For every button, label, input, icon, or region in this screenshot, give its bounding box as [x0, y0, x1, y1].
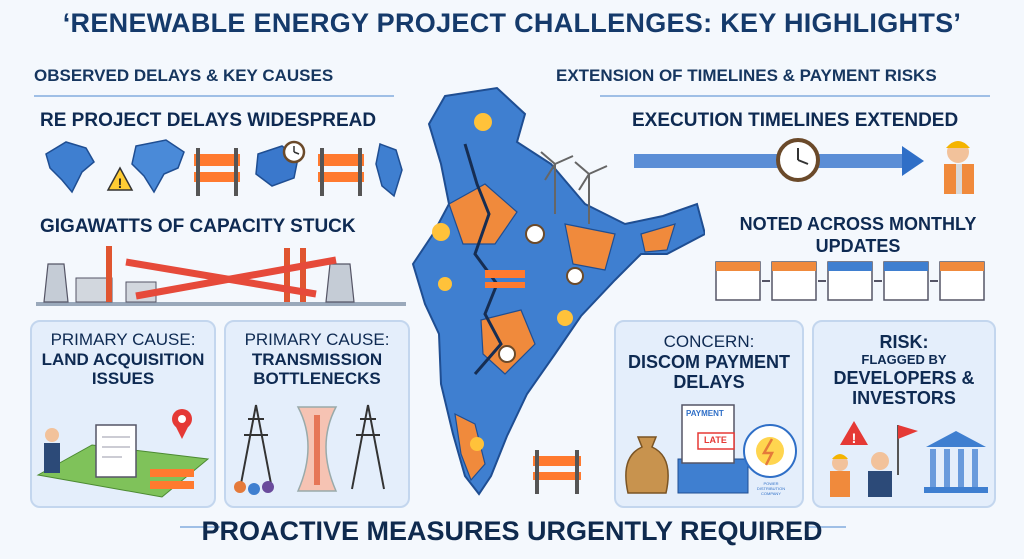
barricade-icon — [485, 270, 525, 288]
sun-icon — [470, 437, 484, 451]
clock-icon — [498, 345, 516, 363]
delays-heading: RE PROJECT DELAYS WIDESPREAD — [40, 110, 377, 131]
barricade-icon — [318, 148, 364, 196]
bottleneck-icon — [296, 405, 338, 492]
document-icon — [95, 423, 137, 478]
investor-icon — [868, 452, 892, 497]
footer-callout: PROACTIVE MEASURES URGENTLY REQUIRED — [201, 516, 823, 546]
location-pin-icon — [172, 408, 192, 439]
sun-icon — [474, 113, 492, 131]
right-divider — [600, 95, 990, 97]
transmission-tower-icon — [239, 404, 273, 489]
mini-map-icon — [45, 141, 95, 194]
flag-icon — [897, 425, 918, 475]
mini-map-icon — [375, 142, 403, 198]
calendar-icon — [715, 261, 761, 301]
risk-label: RISK: — [879, 332, 929, 352]
risk-card: RISK: FLAGGED BY DEVELOPERS & INVESTORS … — [812, 320, 996, 508]
concern-value: DISCOM PAYMENT DELAYS — [627, 351, 791, 393]
footer-rule-right — [806, 526, 846, 528]
warning-icon: ! — [840, 421, 868, 446]
india-map — [405, 84, 705, 514]
concern-card: CONCERN: DISCOM PAYMENT DELAYS PAYMENT L… — [614, 320, 804, 508]
sun-icon — [432, 223, 450, 241]
concern-label: CONCERN: — [663, 332, 755, 351]
late-stamp-icon — [697, 432, 735, 450]
warning-icon: ! — [106, 166, 134, 191]
late-stamp: LATE — [704, 434, 727, 445]
clock-icon — [776, 138, 820, 182]
land-illustration — [36, 408, 210, 498]
transmission-illustration — [234, 404, 385, 495]
right-section-title: EXTENSION OF TIMELINES & PAYMENT RISKS — [556, 66, 937, 85]
power-plant-icon — [43, 246, 113, 303]
transmission-tower-icon — [351, 404, 385, 489]
left-divider — [34, 95, 394, 97]
calendar-icon — [827, 261, 873, 301]
calendar-icon — [771, 261, 817, 301]
left-section-title: OBSERVED DELAYS & KEY CAUSES — [34, 66, 334, 85]
capacity-heading: GIGAWATTS OF CAPACITY STUCK — [40, 216, 356, 237]
payment-doc-label: PAYMENT — [686, 408, 724, 418]
worker-icon — [830, 454, 850, 497]
svg-text:!: ! — [852, 430, 857, 446]
monthly-heading: NOTED ACROSS MONTHLY UPDATES — [739, 214, 977, 256]
sun-icon — [438, 277, 452, 291]
cause-transmission-value: TRANSMISSION BOTTLENECKS — [251, 349, 383, 389]
risk-illustration: ! — [830, 421, 988, 497]
sun-icon — [557, 310, 573, 326]
clock-icon — [282, 140, 306, 164]
cause-land-label: PRIMARY CAUSE: — [50, 330, 196, 349]
barrier-tape-icon — [125, 256, 337, 300]
page-title: ‘RENEWABLE ENERGY PROJECT CHALLENGES: KE… — [62, 8, 962, 38]
worker-icon — [944, 141, 974, 194]
timelines-illustration — [632, 134, 992, 200]
seal-icon — [743, 423, 797, 478]
risk-value: DEVELOPERS & INVESTORS — [833, 367, 975, 409]
seal-text: POWER DISTRIBUTION COMPANY — [756, 480, 786, 496]
person-icon — [44, 427, 60, 473]
svg-text:!: ! — [118, 175, 123, 191]
cause-land-value: LAND ACQUISITION ISSUES — [41, 349, 205, 389]
delays-illustration: ! — [36, 134, 416, 204]
wind-turbine-icon — [574, 161, 608, 224]
cause-transmission-card: PRIMARY CAUSE: TRANSMISSION BOTTLENECKS — [224, 320, 410, 508]
risk-flagged: FLAGGED BY — [861, 351, 947, 367]
footer-rule-left — [180, 526, 220, 528]
cause-land-card: PRIMARY CAUSE: LAND ACQUISITION ISSUES — [30, 320, 216, 508]
calendar-icon — [883, 261, 929, 301]
cause-transmission-label: PRIMARY CAUSE: — [244, 330, 390, 349]
crowd-icon — [234, 480, 274, 495]
calendar-icon — [939, 261, 985, 301]
capacity-illustration — [36, 238, 416, 310]
clock-icon — [525, 224, 545, 244]
laptop-icon — [677, 458, 749, 494]
bank-icon — [924, 431, 988, 493]
clock-icon — [566, 267, 584, 285]
barricade-icon — [150, 468, 194, 489]
wind-turbine-icon — [540, 151, 574, 214]
money-bag-icon — [625, 436, 669, 494]
timelines-heading: EXECUTION TIMELINES EXTENDED — [632, 110, 959, 131]
mini-map-icon — [131, 139, 185, 194]
calendars-row — [712, 256, 1002, 306]
concern-illustration: PAYMENT LATE POWER DISTRIBUTION COMPANY — [616, 397, 802, 503]
barricade-icon — [194, 148, 240, 196]
barricade-icon — [533, 450, 581, 494]
